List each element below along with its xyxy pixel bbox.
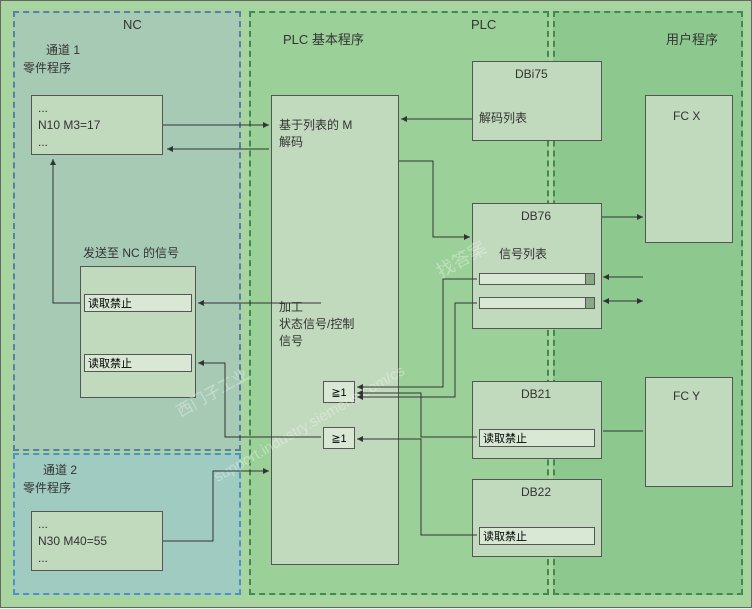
geq-2-label: ≧1 <box>331 432 346 445</box>
rd-forbid-1-label: 读取禁止 <box>88 295 132 311</box>
db75-title: DBi75 <box>515 67 548 81</box>
m-decode-label: 基于列表的 M 解码 <box>279 117 352 151</box>
ch2-sub: 零件程序 <box>23 479 71 496</box>
db22-sub-label: 读取禁止 <box>483 528 527 544</box>
geq-1-label: ≧1 <box>331 386 346 399</box>
sig-box <box>80 266 196 398</box>
db75-sub: 解码列表 <box>479 109 527 126</box>
db76-bar-1-cap <box>585 273 595 285</box>
db76-bar-2 <box>479 297 595 309</box>
fcy-title: FC Y <box>673 389 700 403</box>
ch1-code-box: ... N10 M3=17 ... <box>31 95 163 155</box>
ch2-code: ... N30 M40=55 ... <box>38 516 107 566</box>
db21-sub: 读取禁止 <box>479 429 595 447</box>
ch1-title: 通道 1 <box>46 41 80 58</box>
zone-plc-bp-title: PLC 基本程序 <box>283 29 364 48</box>
zone-user-title: 用户程序 <box>666 29 718 48</box>
zone-nc-title: NC <box>123 17 142 32</box>
ch2-code-box: ... N30 M40=55 ... <box>31 511 163 571</box>
sig-title: 发送至 NC 的信号 <box>83 244 179 261</box>
rd-forbid-1: 读取禁止 <box>84 294 192 312</box>
ch1-code: ... N10 M3=17 ... <box>38 100 100 150</box>
db76-bar-1 <box>479 273 595 285</box>
geq-2: ≧1 <box>323 427 355 449</box>
ch1-sub: 零件程序 <box>23 59 71 76</box>
db76-bar-2-cap <box>585 297 595 309</box>
zone-plc-title: PLC <box>471 17 496 32</box>
geq-1: ≧1 <box>323 381 355 403</box>
fcx-title: FC X <box>673 109 700 123</box>
db76-title: DB76 <box>521 209 551 223</box>
db22-sub: 读取禁止 <box>479 527 595 545</box>
rd-forbid-2-label: 读取禁止 <box>88 355 132 371</box>
ch2-title: 通道 2 <box>43 461 77 478</box>
proc-sig-label: 加工 状态信号/控制 信号 <box>279 299 354 349</box>
rd-forbid-2: 读取禁止 <box>84 354 192 372</box>
db76-sub: 信号列表 <box>499 245 547 262</box>
db21-sub-label: 读取禁止 <box>483 430 527 446</box>
db22-title: DB22 <box>521 485 551 499</box>
db21-title: DB21 <box>521 387 551 401</box>
